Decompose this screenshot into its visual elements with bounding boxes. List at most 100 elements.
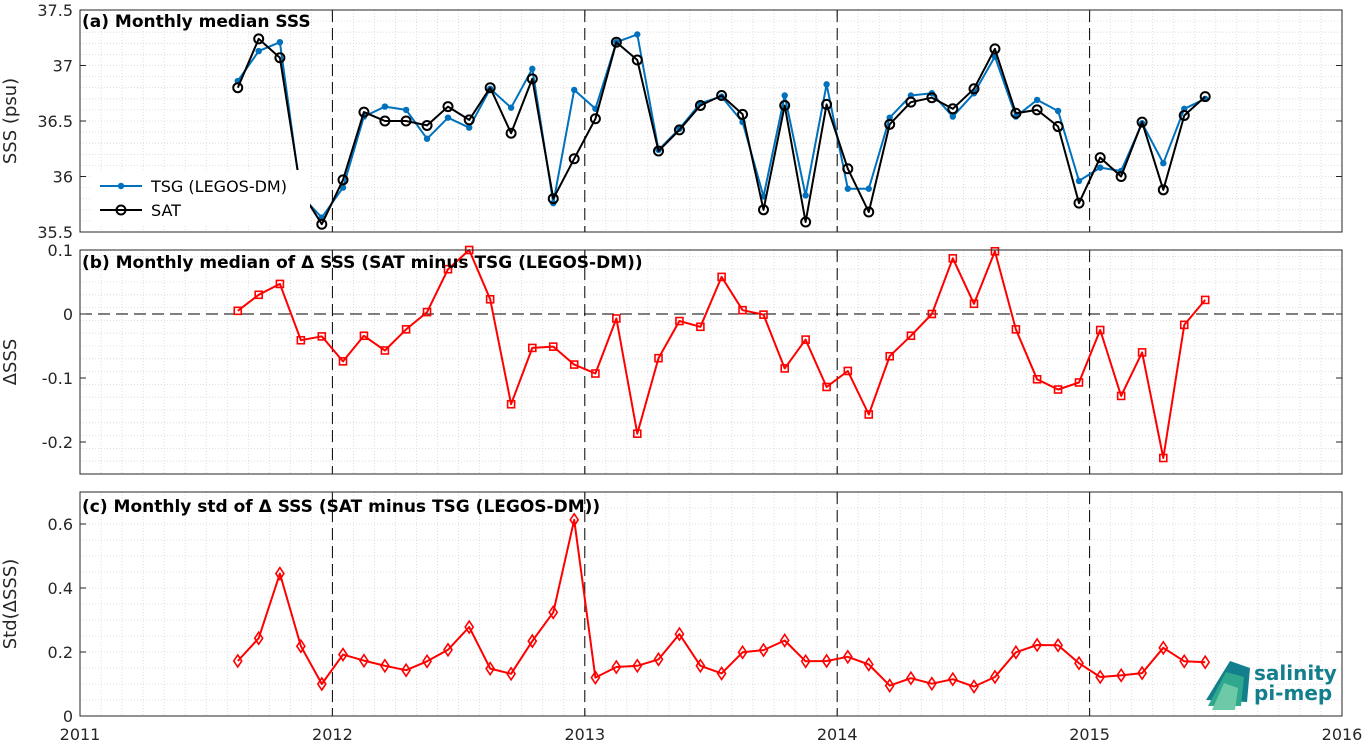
data-point xyxy=(505,127,517,139)
data-point xyxy=(442,101,454,113)
data-point xyxy=(568,153,580,165)
y-tick-label: 0.4 xyxy=(48,579,73,598)
data-point xyxy=(401,662,412,678)
series-line xyxy=(237,249,1206,459)
data-point xyxy=(316,218,328,230)
data-point xyxy=(989,43,1001,55)
data-point xyxy=(484,82,496,94)
data-point xyxy=(674,626,685,642)
data-point xyxy=(274,52,286,64)
panel-c-std-delta-sss: Std(ΔSSS) 0 0.2 0.4 0.6 2011 2012 2013 2014 2015… xyxy=(0,491,1362,744)
data-point xyxy=(906,331,916,341)
data-point xyxy=(631,54,643,66)
data-point xyxy=(1158,640,1169,656)
data-point xyxy=(1032,637,1043,653)
data-point xyxy=(507,104,515,111)
series-line xyxy=(237,518,1206,688)
data-point xyxy=(463,114,475,126)
data-point xyxy=(885,351,894,361)
data-point xyxy=(694,99,706,111)
data-point xyxy=(276,38,284,46)
data-point xyxy=(338,647,348,663)
logo-text-salinity: salinity xyxy=(1254,661,1337,685)
data-point xyxy=(1157,184,1169,196)
data-point xyxy=(757,204,769,216)
data-point xyxy=(589,113,601,125)
data-point xyxy=(884,118,896,130)
data-point xyxy=(1159,453,1168,463)
data-point xyxy=(379,658,390,674)
data-point xyxy=(969,679,979,695)
x-tick-label: 2012 xyxy=(312,725,353,744)
panel-b-title: (b) Monthly median of Δ SSS (SAT minus T… xyxy=(82,253,643,273)
data-point xyxy=(359,331,369,341)
data-point xyxy=(634,31,641,38)
data-point xyxy=(423,135,431,142)
data-point xyxy=(421,119,433,131)
data-point xyxy=(253,630,264,646)
data-point xyxy=(337,174,349,186)
data-point xyxy=(927,309,937,319)
data-point xyxy=(738,305,747,315)
data-point xyxy=(464,619,475,635)
y-tick-label: -0.1 xyxy=(42,369,73,388)
panel-a-sss: SSS (psu) 35.5 36 36.5 37 37.5 (a) Monthly m… xyxy=(0,1,1343,242)
data-point xyxy=(379,115,391,127)
data-point xyxy=(1200,654,1211,670)
data-point xyxy=(844,185,852,192)
series-line xyxy=(236,37,1206,226)
data-point xyxy=(1136,116,1148,128)
data-point xyxy=(338,357,348,366)
data-point xyxy=(1011,325,1021,334)
data-point xyxy=(526,73,538,85)
data-point xyxy=(444,114,452,121)
data-point xyxy=(842,163,854,175)
data-point xyxy=(1178,109,1190,121)
salinity-pi-mep-logo: salinity pi-mep xyxy=(1206,661,1337,710)
x-tick-label: 2011 xyxy=(60,725,101,744)
data-point xyxy=(989,669,1000,685)
data-point xyxy=(1137,665,1148,681)
data-point xyxy=(591,369,600,378)
data-point xyxy=(380,346,390,355)
logo-wave-icon xyxy=(1206,661,1250,710)
panel-c-ylabel: Std(ΔSSS) xyxy=(0,559,21,650)
data-point xyxy=(400,115,412,127)
y-tick-label: 36 xyxy=(53,168,73,187)
data-point xyxy=(295,638,306,654)
logo-text-pi-mep: pi-mep xyxy=(1254,681,1332,705)
data-point xyxy=(1054,107,1062,115)
data-point xyxy=(1074,378,1084,387)
legend-sat-marker xyxy=(115,204,127,216)
data-point xyxy=(548,604,559,620)
data-point xyxy=(780,364,790,373)
data-point xyxy=(737,108,749,120)
data-point xyxy=(822,382,831,392)
axes-box xyxy=(79,491,1343,717)
y-tick-label: -0.2 xyxy=(42,433,73,452)
data-point xyxy=(948,254,958,263)
data-point xyxy=(590,670,601,686)
data-point xyxy=(737,644,748,660)
data-point xyxy=(402,106,410,114)
data-point xyxy=(485,661,496,677)
data-point xyxy=(422,307,432,317)
data-point xyxy=(506,666,517,682)
data-point xyxy=(821,98,833,110)
data-point xyxy=(675,316,684,326)
panel-a-title: (a) Monthly median SSS xyxy=(82,12,311,32)
data-point xyxy=(253,33,265,45)
legend: TSG (LEGOS-DM) SAT xyxy=(92,170,310,226)
data-point xyxy=(232,653,243,669)
data-point xyxy=(274,566,285,582)
data-point xyxy=(842,649,853,665)
data-point xyxy=(823,81,830,88)
y-tick-label: 0.1 xyxy=(48,241,73,260)
data-point xyxy=(1137,348,1147,357)
data-point xyxy=(779,633,790,648)
panel-b-ylabel: ΔSSS xyxy=(0,339,21,386)
data-point xyxy=(1094,152,1106,164)
data-point xyxy=(949,113,956,120)
y-tick-label: 0.2 xyxy=(48,643,73,662)
